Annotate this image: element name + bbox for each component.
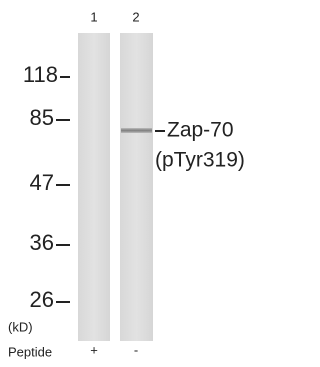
marker-label: 26 (30, 287, 54, 312)
blot-figure: 1 2 118 85 47 36 26 (kD) Peptide + - Zap… (0, 0, 276, 367)
unit-label: (kD) (8, 319, 33, 334)
lane-1 (78, 33, 110, 341)
peptide-sign: + (90, 342, 98, 357)
lane-number: 2 (132, 9, 139, 24)
marker-label: 36 (30, 230, 54, 255)
peptide-label: Peptide (8, 344, 52, 359)
band-name: Zap-70 (167, 119, 234, 142)
marker-label: 85 (30, 105, 54, 130)
band-site: (pTyr319) (155, 149, 245, 172)
peptide-sign: - (134, 342, 138, 357)
marker-label: 118 (23, 62, 58, 87)
band (121, 128, 152, 133)
lane-number: 1 (90, 9, 97, 24)
lane-2 (120, 33, 153, 341)
marker-label: 47 (30, 170, 54, 195)
